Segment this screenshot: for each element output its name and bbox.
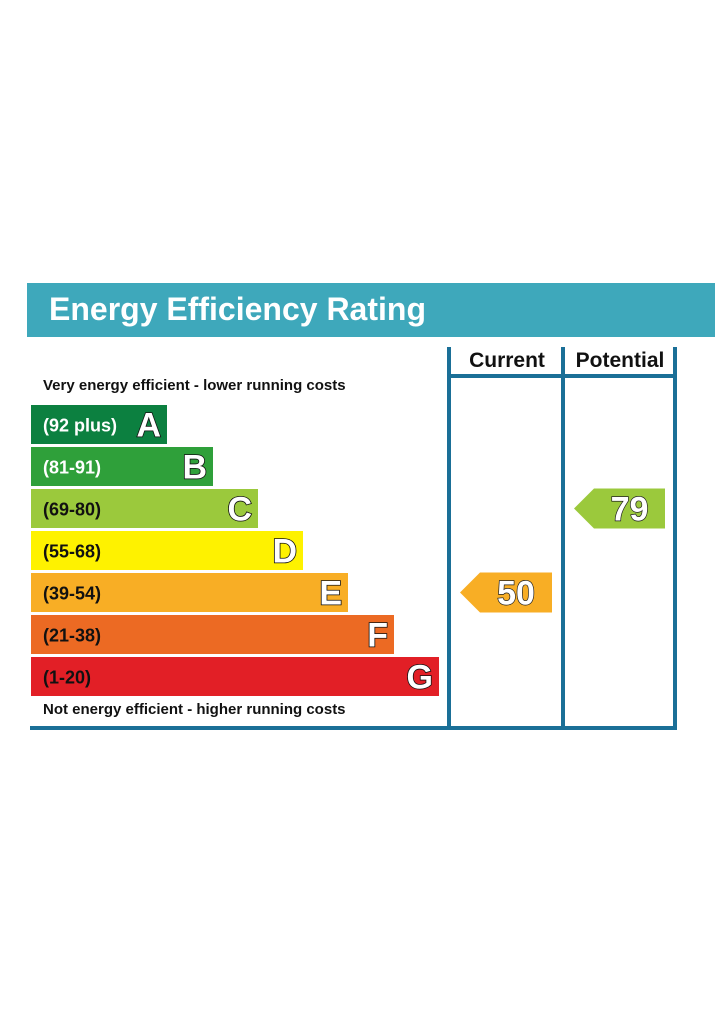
- band-e-range: (39-54): [43, 584, 101, 604]
- band-a-bar: [31, 405, 167, 444]
- band-e-bar: [31, 573, 348, 612]
- band-f-letter: F: [367, 617, 388, 655]
- current-rating-value: 50: [497, 575, 535, 613]
- band-c-letter: C: [227, 491, 252, 529]
- divider-middle: [561, 347, 565, 729]
- band-f-bar: [31, 615, 394, 654]
- top-caption: Very energy efficient - lower running co…: [43, 377, 346, 394]
- band-b-letter: B: [182, 449, 207, 487]
- title-bar: Energy Efficiency Rating: [27, 283, 715, 337]
- chart-title: Energy Efficiency Rating: [49, 291, 426, 327]
- band-c-bar: [31, 489, 258, 528]
- band-g-range: (1-20): [43, 668, 91, 688]
- band-f-range: (21-38): [43, 626, 101, 646]
- band-b-range: (81-91): [43, 458, 101, 478]
- divider-right: [673, 347, 677, 729]
- band-g-bar: [31, 657, 439, 696]
- potential-column-header: Potential: [575, 349, 665, 372]
- bottom-rule: [30, 726, 677, 730]
- current-column-header: Current: [469, 349, 545, 372]
- potential-rating-arrow: [574, 488, 665, 529]
- band-g-letter: G: [407, 659, 433, 697]
- band-e-letter: E: [319, 575, 342, 613]
- band-a-range: (92 plus): [43, 416, 117, 436]
- band-c-range: (69-80): [43, 500, 101, 520]
- header-rule: [447, 374, 677, 378]
- divider-left: [447, 347, 451, 729]
- band-a-letter: A: [136, 407, 161, 445]
- potential-rating-value: 79: [611, 491, 649, 529]
- band-b-bar: [31, 447, 213, 486]
- current-rating-arrow: [460, 572, 552, 613]
- band-d-bar: [31, 531, 303, 570]
- band-d-letter: D: [272, 533, 297, 571]
- band-d-range: (55-68): [43, 542, 101, 562]
- bottom-caption: Not energy efficient - higher running co…: [43, 701, 346, 718]
